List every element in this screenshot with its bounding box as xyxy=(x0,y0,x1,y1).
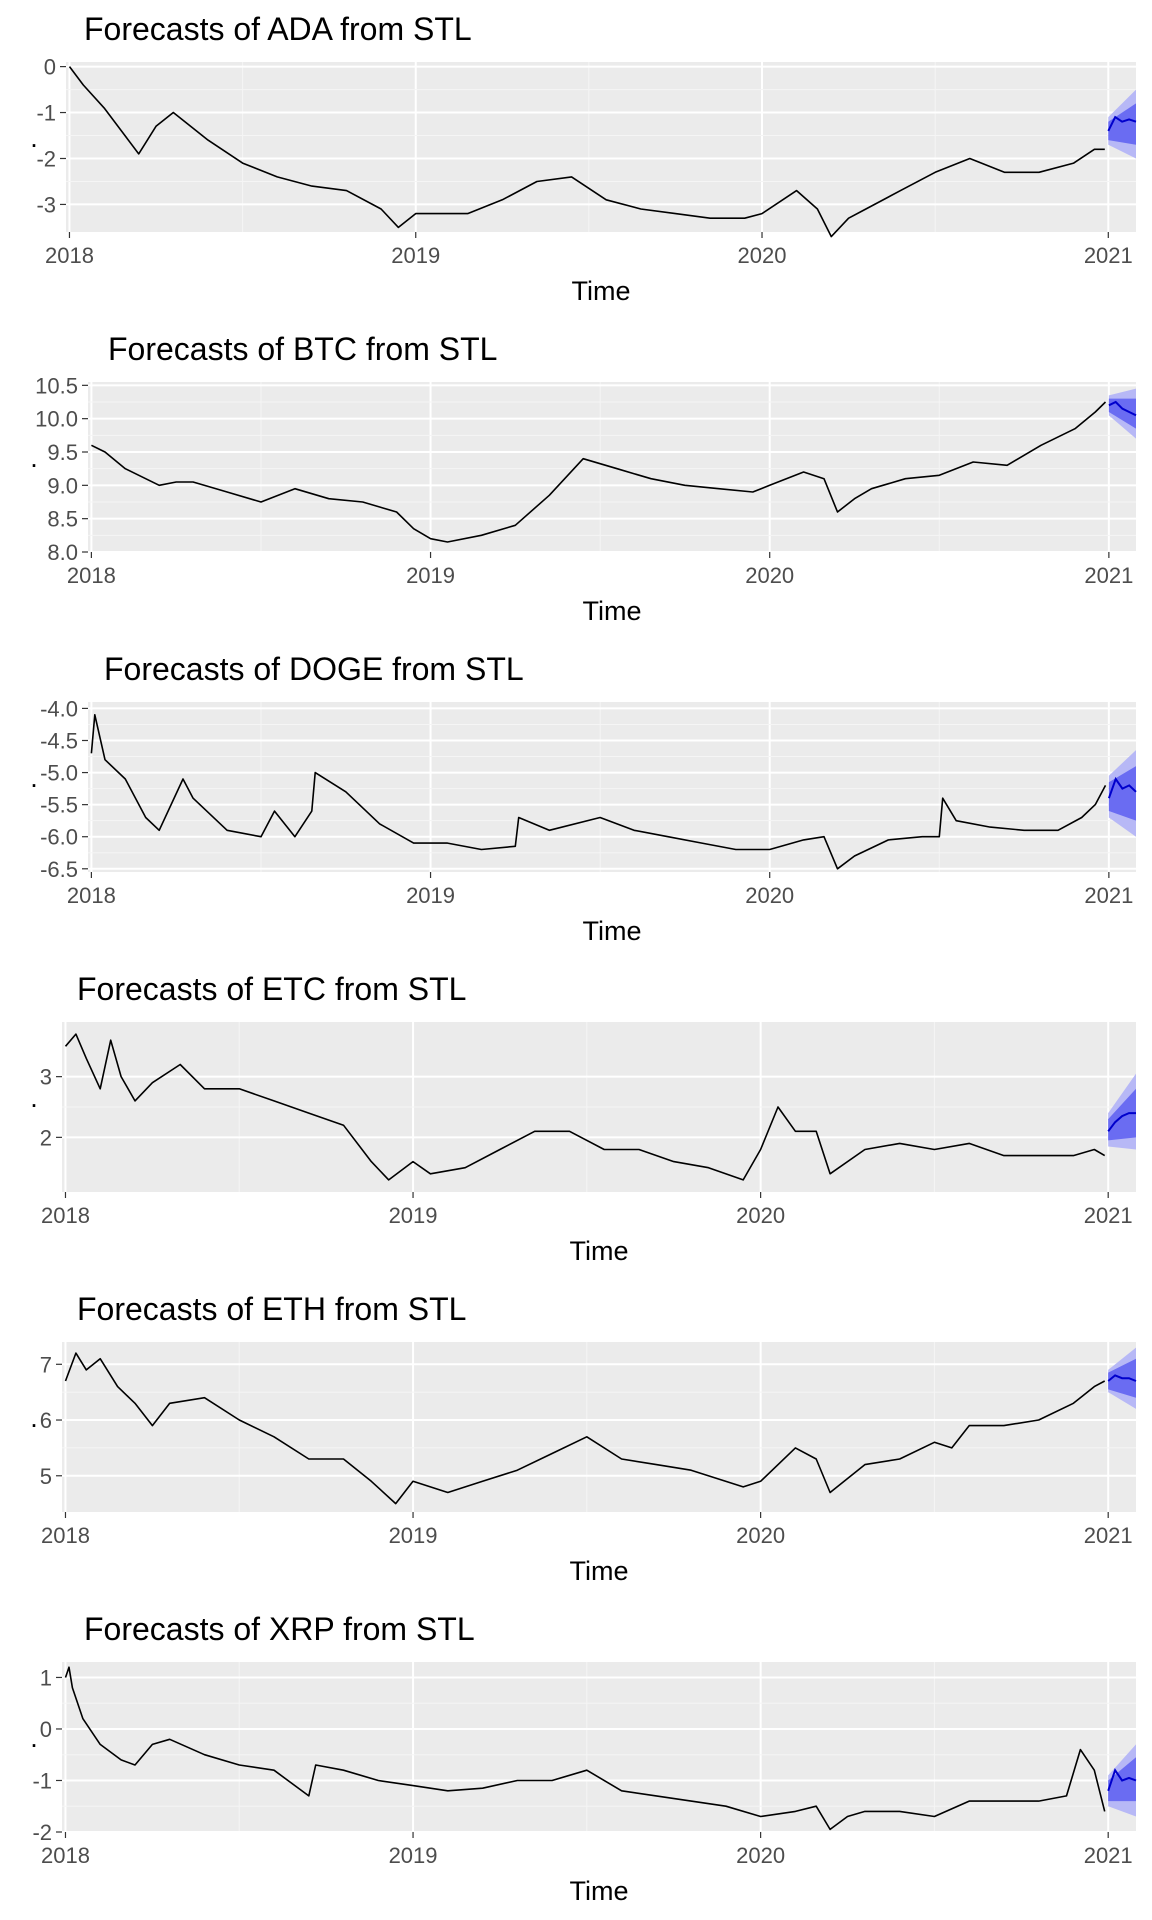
x-tick-label: 2021 xyxy=(1084,1843,1133,1868)
y-tick-label: 10.5 xyxy=(35,373,78,398)
chart-panel: Forecasts of ADA from STL 0 -1 -2 -3 2018 2019… xyxy=(0,0,1152,320)
chart-title: Forecasts of ETC from STL xyxy=(77,971,466,1007)
history-line xyxy=(64,1666,1106,1831)
forecast-line xyxy=(1107,776,1137,799)
x-tick-label: 2018 xyxy=(41,1523,90,1548)
chart-panel: Forecasts of XRP from STL 1 0 -1 -2 2018 2019 2… xyxy=(0,1600,1152,1920)
interval-80-band xyxy=(1108,1088,1136,1141)
chart-svg: Forecasts of ETC from STL 3 2 2018 2019 2020 2… xyxy=(30,971,1136,1266)
x-tick-label: 2020 xyxy=(736,1843,785,1868)
chart-svg: Forecasts of BTC from STL 10.5 10.0 9.5 9.0 8… xyxy=(30,331,1137,626)
chart-svg: Forecasts of ETH from STL 7 6 5 2018 2019 2020… xyxy=(30,1291,1137,1586)
y-tick-label: 0 xyxy=(44,55,56,80)
chart-title: Forecasts of BTC from STL xyxy=(108,331,497,367)
chart-title: Forecasts of ETH from STL xyxy=(77,1291,466,1327)
plot-background xyxy=(62,1342,1136,1512)
x-axis-label: Time xyxy=(572,276,631,306)
forecast-line xyxy=(1107,1767,1137,1792)
y-axis-label: . xyxy=(30,1403,38,1433)
y-tick-label: 1 xyxy=(40,1665,52,1690)
y-axis-label: . xyxy=(30,443,38,473)
y-tick-label: 9.0 xyxy=(47,473,78,498)
y-tick-label: 10.0 xyxy=(35,407,78,432)
chart-svg: Forecasts of DOGE from STL -4.0 -4.5 -5.0 -5… xyxy=(30,651,1137,946)
y-tick-label: -3 xyxy=(36,192,56,217)
x-tick-label: 2021 xyxy=(1084,243,1133,268)
x-tick-label: 2020 xyxy=(738,243,787,268)
y-tick-label: 0 xyxy=(40,1717,52,1742)
chart-panel: Forecasts of ETH from STL 7 6 5 2018 2019 2020… xyxy=(0,1280,1152,1600)
plot-background xyxy=(88,702,1136,872)
y-tick-label: 6 xyxy=(40,1408,52,1433)
forecast-line xyxy=(1107,1112,1136,1132)
y-tick-label: -2 xyxy=(36,146,56,171)
plot-background xyxy=(62,1662,1136,1832)
chart-title: Forecasts of DOGE from STL xyxy=(104,651,524,687)
x-tick-label: 2018 xyxy=(45,243,94,268)
chart-svg: Forecasts of ADA from STL 0 -1 -2 -3 2018 2019… xyxy=(30,11,1137,306)
y-axis-label: . xyxy=(30,1723,38,1753)
y-tick-label: -5.5 xyxy=(40,793,78,818)
chart-title: Forecasts of ADA from STL xyxy=(84,11,472,47)
chart-panel: Forecasts of BTC from STL 10.5 10.0 9.5 9.0 8… xyxy=(0,320,1152,640)
y-tick-label: 9.5 xyxy=(47,440,78,465)
x-tick-label: 2019 xyxy=(389,1843,438,1868)
x-tick-label: 2020 xyxy=(745,563,794,588)
x-axis-label: Time xyxy=(570,1556,629,1586)
x-tick-label: 2018 xyxy=(67,563,116,588)
y-tick-label: 7 xyxy=(40,1352,52,1377)
x-tick-label: 2019 xyxy=(391,243,440,268)
x-tick-label: 2020 xyxy=(736,1523,785,1548)
y-tick-label: -2 xyxy=(32,1820,52,1845)
history-line xyxy=(68,66,1105,238)
y-tick-label: -1 xyxy=(36,101,56,126)
x-tick-label: 2019 xyxy=(406,883,455,908)
y-tick-label: -1 xyxy=(32,1768,52,1793)
chart-panel: Forecasts of ETC from STL 3 2 2018 2019 2020 2… xyxy=(0,960,1152,1280)
forecast-line xyxy=(1107,115,1137,132)
x-tick-label: 2020 xyxy=(736,1203,785,1228)
x-axis-label: Time xyxy=(570,1236,629,1266)
y-tick-label: 3 xyxy=(40,1065,52,1090)
history-line xyxy=(90,714,1107,870)
chart-panel: Forecasts of DOGE from STL -4.0 -4.5 -5.0 -5… xyxy=(0,640,1152,960)
y-tick-label: 5 xyxy=(40,1464,52,1489)
y-axis-label: . xyxy=(30,1083,38,1113)
interval-80-band xyxy=(1108,398,1136,429)
y-tick-label: -4.5 xyxy=(40,728,78,753)
y-axis-label: . xyxy=(30,123,38,153)
history-line xyxy=(64,1033,1106,1181)
y-tick-label: 2 xyxy=(40,1125,52,1150)
y-tick-label: -5.0 xyxy=(40,761,78,786)
history-line xyxy=(91,401,1107,543)
x-tick-label: 2021 xyxy=(1084,1203,1133,1228)
y-tick-label: -6.5 xyxy=(40,857,78,882)
x-tick-label: 2020 xyxy=(745,883,794,908)
chart-title: Forecasts of XRP from STL xyxy=(84,1611,475,1647)
history-line xyxy=(64,1352,1106,1505)
y-tick-label: -4.0 xyxy=(40,696,78,721)
x-tick-label: 2019 xyxy=(389,1203,438,1228)
interval-80-band xyxy=(1108,103,1136,145)
plot-background xyxy=(66,62,1136,232)
x-tick-label: 2019 xyxy=(406,563,455,588)
x-axis-label: Time xyxy=(583,916,642,946)
x-axis-label: Time xyxy=(570,1876,629,1906)
x-tick-label: 2019 xyxy=(389,1523,438,1548)
x-tick-label: 2021 xyxy=(1084,883,1133,908)
x-tick-label: 2018 xyxy=(67,883,116,908)
y-axis-label: . xyxy=(30,763,38,793)
forecast-line xyxy=(1107,1374,1137,1382)
y-tick-label: 8.0 xyxy=(47,540,78,565)
x-axis-label: Time xyxy=(583,596,642,626)
x-tick-label: 2018 xyxy=(41,1843,90,1868)
x-tick-label: 2018 xyxy=(41,1203,90,1228)
x-tick-label: 2021 xyxy=(1084,563,1133,588)
y-tick-label: 8.5 xyxy=(47,507,78,532)
forecast-line xyxy=(1108,400,1137,417)
x-tick-label: 2021 xyxy=(1084,1523,1133,1548)
y-tick-label: -6.0 xyxy=(40,825,78,850)
